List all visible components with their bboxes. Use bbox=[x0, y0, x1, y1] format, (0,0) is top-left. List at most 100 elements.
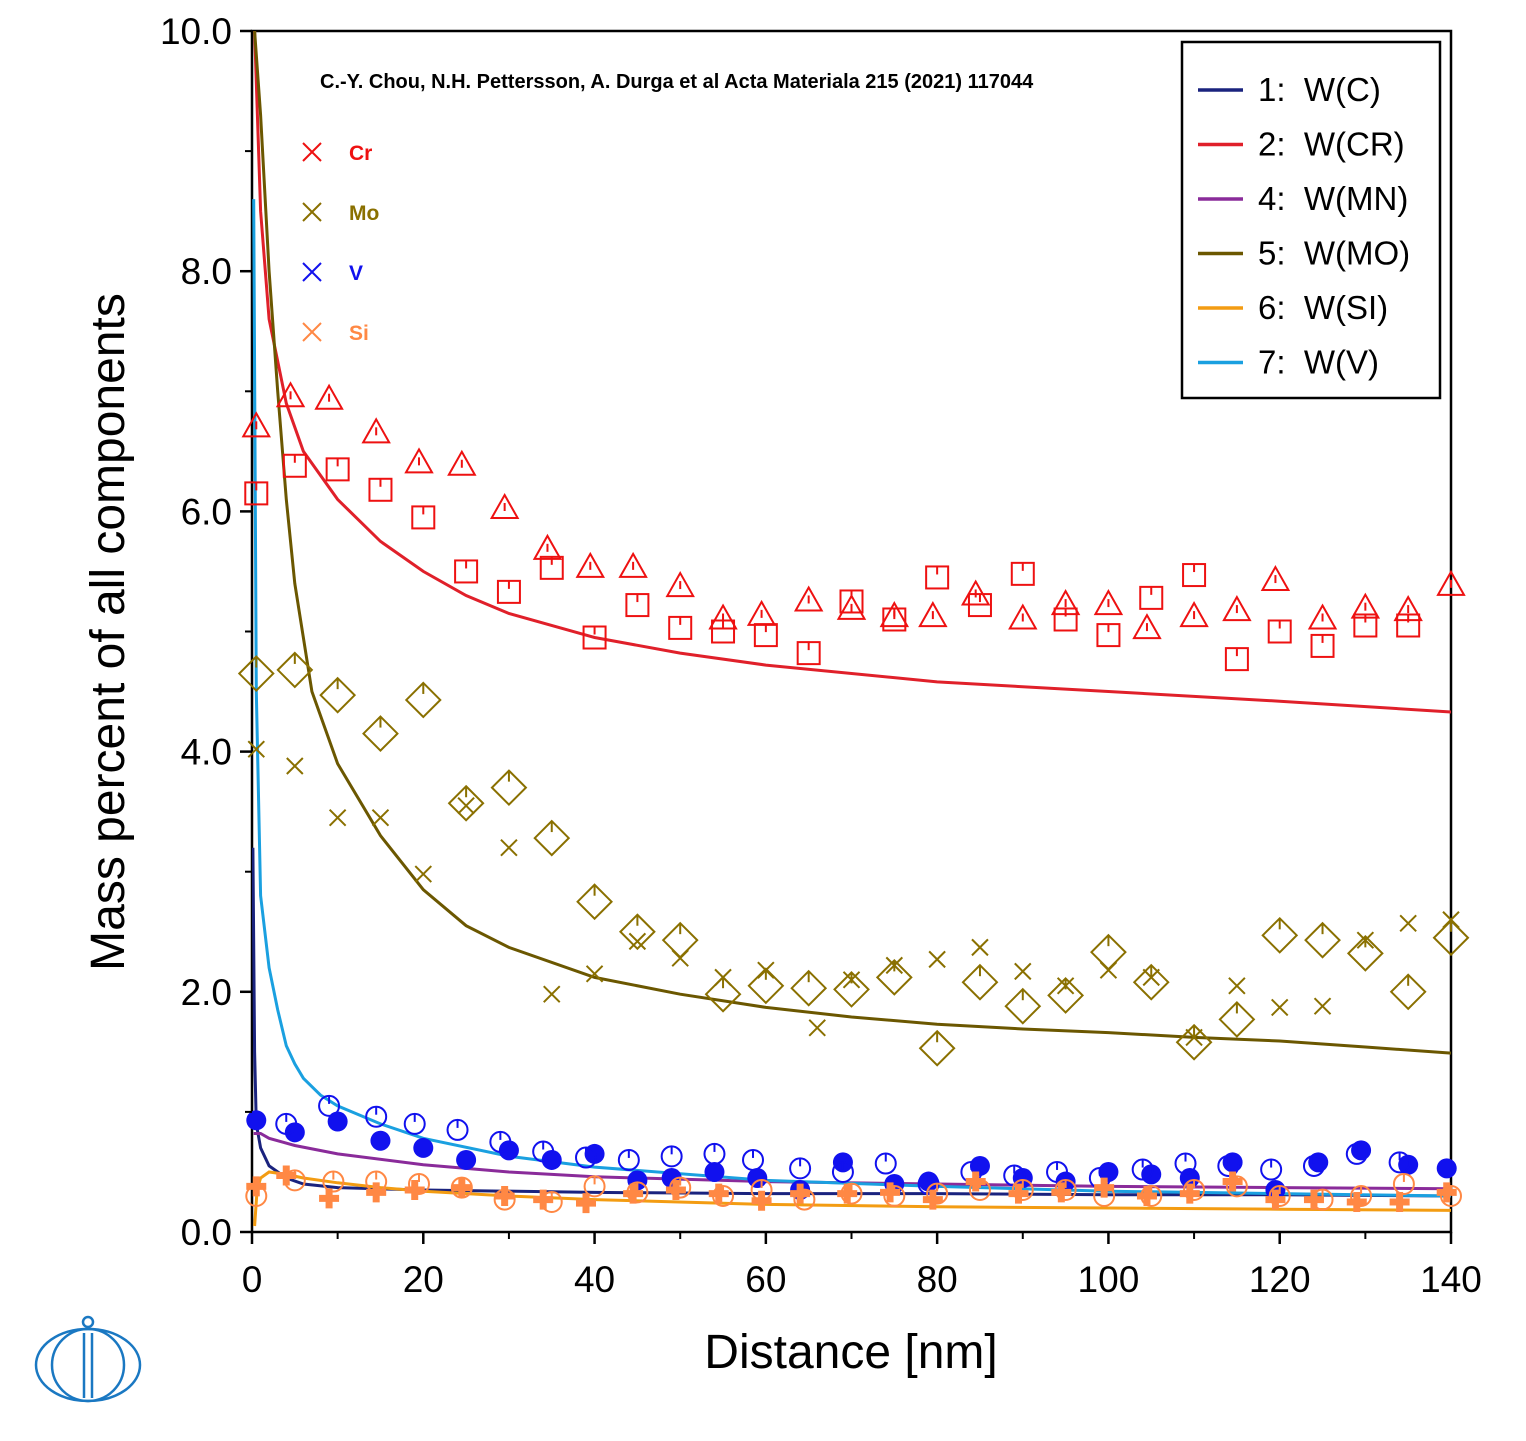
square-marker bbox=[1310, 633, 1335, 658]
open-circle-marker bbox=[446, 1118, 469, 1141]
cross-marker bbox=[1014, 962, 1032, 981]
cross-marker bbox=[714, 968, 732, 987]
triangle-marker bbox=[489, 492, 520, 519]
triangle-marker bbox=[746, 599, 777, 626]
open-circle-marker bbox=[789, 1157, 812, 1180]
marker-legend: Cr Mo V Si bbox=[302, 142, 379, 345]
diamond-marker bbox=[1432, 919, 1470, 957]
y-tick-label: 4.0 bbox=[181, 732, 232, 773]
cross-marker bbox=[1228, 977, 1246, 995]
diamond-marker bbox=[790, 969, 828, 1007]
square-marker bbox=[1353, 613, 1378, 638]
diamond-marker bbox=[704, 975, 742, 1013]
x-tick-label: 20 bbox=[403, 1259, 444, 1300]
diamond-marker bbox=[1218, 1001, 1256, 1038]
square-marker bbox=[882, 607, 907, 632]
open-circle-marker bbox=[408, 1172, 431, 1195]
open-circle-marker bbox=[750, 1178, 773, 1201]
triangle-marker bbox=[665, 571, 695, 598]
diamond-marker bbox=[490, 769, 528, 807]
filled-circle-marker bbox=[327, 1111, 348, 1132]
triangle-marker bbox=[575, 551, 606, 578]
square-marker bbox=[668, 615, 693, 640]
square-marker bbox=[1267, 619, 1292, 644]
square-marker bbox=[539, 555, 564, 580]
diamond-marker bbox=[1004, 987, 1042, 1025]
diamond-marker bbox=[276, 651, 314, 689]
series-line bbox=[253, 1170, 1451, 1227]
cross-marker bbox=[1271, 998, 1289, 1017]
diamond-marker bbox=[961, 963, 999, 1001]
square-marker bbox=[454, 559, 479, 584]
y-tick-label: 8.0 bbox=[181, 251, 232, 292]
triangle-marker bbox=[404, 447, 434, 474]
triangle-marker bbox=[314, 383, 344, 410]
diamond-marker bbox=[747, 967, 785, 1005]
filled-circle-marker bbox=[284, 1122, 305, 1143]
diamond-marker bbox=[319, 676, 357, 714]
series-line bbox=[252, 847, 1451, 1198]
open-circle-marker bbox=[575, 1146, 598, 1169]
diamond-marker bbox=[404, 681, 442, 719]
plus-marker bbox=[922, 1189, 943, 1210]
open-circle-marker bbox=[660, 1145, 683, 1168]
square-marker bbox=[753, 623, 778, 648]
open-circle-marker bbox=[1217, 1154, 1240, 1177]
legend-label: 5: W(MO) bbox=[1258, 235, 1410, 272]
cross-marker bbox=[500, 838, 518, 857]
open-circle-marker bbox=[1131, 1158, 1154, 1181]
open-circle-marker bbox=[1268, 1184, 1291, 1207]
cross-marker bbox=[928, 950, 946, 969]
diamond-marker bbox=[1090, 933, 1127, 971]
filled-circle-marker bbox=[704, 1161, 725, 1182]
square-marker bbox=[839, 589, 864, 614]
plus-marker bbox=[1346, 1191, 1367, 1212]
open-circle-marker bbox=[1392, 1172, 1415, 1195]
square-marker bbox=[496, 579, 521, 604]
x-tick-label: 120 bbox=[1249, 1259, 1311, 1300]
open-circle-marker bbox=[742, 1148, 765, 1171]
marker-legend-label: Mo bbox=[349, 202, 379, 225]
open-circle-marker bbox=[1440, 1184, 1462, 1207]
open-circle-marker bbox=[883, 1184, 906, 1207]
square-marker bbox=[1139, 585, 1164, 610]
open-circle-marker bbox=[1140, 1184, 1163, 1207]
open-circle-marker bbox=[1011, 1178, 1034, 1201]
cross-marker bbox=[457, 796, 475, 815]
cross-marker bbox=[328, 808, 347, 827]
open-circle-marker bbox=[1174, 1152, 1197, 1175]
filled-circle-marker bbox=[498, 1140, 519, 1161]
cross-marker bbox=[1356, 931, 1375, 949]
y-tick-label: 2.0 bbox=[181, 972, 232, 1013]
square-marker bbox=[967, 593, 992, 618]
open-circle-marker bbox=[874, 1152, 897, 1175]
open-circle-marker bbox=[1093, 1184, 1116, 1207]
diamond-marker bbox=[1261, 916, 1299, 954]
open-circle-marker bbox=[1054, 1178, 1077, 1201]
square-marker bbox=[244, 481, 269, 506]
open-circle-marker bbox=[275, 1112, 298, 1135]
experimental-points bbox=[237, 381, 1470, 1214]
triangle-marker bbox=[960, 579, 991, 606]
cross-marker bbox=[628, 932, 647, 951]
diamond-marker bbox=[661, 921, 699, 959]
filled-circle-marker bbox=[541, 1149, 562, 1170]
open-circle-marker bbox=[840, 1182, 863, 1205]
filled-circle-marker bbox=[456, 1149, 477, 1170]
triangle-marker bbox=[793, 585, 824, 612]
plus-marker bbox=[790, 1183, 811, 1204]
open-circle-marker bbox=[1260, 1158, 1283, 1181]
marker-legend-label: Si bbox=[349, 322, 369, 345]
cross-marker bbox=[808, 1019, 826, 1037]
open-circle-marker bbox=[450, 1176, 473, 1199]
triangle-marker bbox=[241, 411, 271, 438]
diamond-marker bbox=[1304, 921, 1341, 959]
triangle-marker bbox=[532, 533, 563, 560]
triangle-marker bbox=[1436, 569, 1466, 596]
open-circle-marker bbox=[968, 1178, 991, 1201]
square-marker bbox=[325, 457, 350, 482]
square-marker bbox=[411, 505, 436, 530]
square-marker bbox=[925, 565, 950, 590]
diamond-marker bbox=[918, 1029, 956, 1067]
